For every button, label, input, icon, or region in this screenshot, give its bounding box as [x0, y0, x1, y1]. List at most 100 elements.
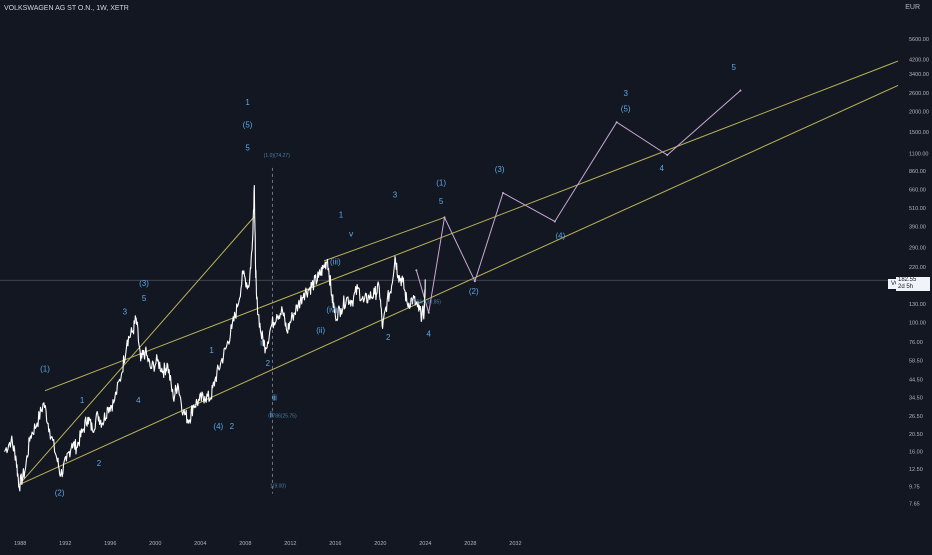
- wave-label: 5: [245, 144, 250, 153]
- projection-point: [427, 311, 430, 314]
- channel-line: [18, 84, 899, 486]
- projection-point: [473, 280, 476, 283]
- wave-label: 5: [439, 197, 444, 206]
- wave-label: (1): [40, 364, 50, 373]
- x-tick-label: 1996: [104, 541, 116, 547]
- last-price-badge: 182.55 2d 5h: [896, 277, 930, 291]
- wave-label: 2: [97, 459, 102, 468]
- y-tick-label: 34.50: [909, 395, 923, 401]
- wave-label: (5): [621, 105, 631, 114]
- bar-countdown: 2d 5h: [898, 284, 914, 290]
- y-tick-label: 660.00: [909, 188, 926, 194]
- x-tick-label: 2000: [149, 541, 161, 547]
- wave-label: 4: [659, 164, 664, 173]
- y-tick-label: 16.00: [909, 450, 923, 456]
- y-tick-label: 7.65: [909, 502, 920, 508]
- y-tick-label: 130.00: [909, 302, 926, 308]
- grid: [0, 167, 898, 494]
- wave-label: 1: [245, 98, 250, 107]
- wave-label: 4: [427, 330, 432, 339]
- wave-label: 5: [142, 294, 147, 303]
- y-tick-label: 20.50: [909, 432, 923, 438]
- wave-label: (ii): [316, 326, 325, 335]
- projection-point: [615, 121, 618, 124]
- wave-label: (1.0)(74.27): [264, 153, 290, 159]
- projection-path: [415, 90, 741, 313]
- wave-label: 2: [266, 359, 271, 368]
- y-tick-label: 9.75: [909, 484, 920, 490]
- wave-label: 1: [80, 396, 85, 405]
- x-tick-label: 2032: [509, 541, 521, 547]
- x-axis: 1988 1992 1996 2000 2004 2008 2012 2016 2020 2024…: [14, 541, 521, 547]
- wave-label: (2): [55, 488, 65, 497]
- y-tick-label: 76.00: [909, 340, 923, 346]
- wave-label: 5: [731, 63, 736, 72]
- y-tick-label: 220.00: [909, 265, 926, 271]
- wave-label: 3: [393, 191, 398, 200]
- wave-label: (4): [213, 422, 223, 431]
- x-tick-label: 2028: [464, 541, 476, 547]
- y-tick-label: 4200.00: [909, 57, 929, 63]
- y-tick-label: 3400.00: [909, 72, 929, 78]
- projection-point: [739, 89, 742, 92]
- channel-line: [323, 216, 445, 262]
- wave-label: (3): [139, 279, 149, 288]
- wave-label: 2: [386, 333, 391, 342]
- x-tick-label: 2016: [329, 541, 341, 547]
- y-tick-label: 1500.00: [909, 130, 929, 136]
- currency-label: EUR: [905, 4, 920, 11]
- wave-label: 1: [209, 346, 214, 355]
- y-tick-label: 2000.00: [909, 110, 929, 116]
- x-tick-label: 2012: [284, 541, 296, 547]
- y-tick-label: 12.50: [909, 467, 923, 473]
- channel-line: [18, 216, 255, 485]
- x-tick-label: 2020: [374, 541, 386, 547]
- y-tick-label: 100.00: [909, 321, 926, 327]
- wave-annotations: (1) (2) 1 2 3 4 (3) 5 1 (4) 2 ⅰ ⅱ ⅲ 1 (5) 5 (1.0)(74.27) 2…: [40, 63, 736, 497]
- y-tick-label: 44.50: [909, 378, 923, 384]
- y-tick-label: 510.00: [909, 206, 926, 212]
- wave-label: (1): [436, 179, 446, 188]
- wave-label: 3: [623, 89, 628, 98]
- wave-label: 4: [136, 396, 141, 405]
- wave-label: (4): [556, 231, 566, 240]
- projection-point: [502, 191, 505, 194]
- wave-label: (3): [495, 165, 505, 174]
- projection-point: [666, 153, 669, 156]
- wave-label: (iii): [330, 258, 341, 267]
- wave-label: (2): [469, 287, 479, 296]
- y-tick-label: 2600.00: [909, 91, 929, 97]
- y-tick-label: 1100.00: [909, 152, 928, 158]
- x-tick-label: 2024: [419, 541, 431, 547]
- price-line: [4, 184, 426, 492]
- projection-point: [415, 269, 418, 272]
- y-tick-label: 860.00: [909, 169, 926, 175]
- wave-label: ⅲ: [272, 394, 277, 403]
- projection-point: [553, 220, 556, 223]
- y-tick-label: 26.50: [909, 414, 923, 420]
- y-tick-label: 58.50: [909, 358, 923, 364]
- wave-label: 1: [339, 210, 344, 219]
- x-tick-label: 1992: [59, 541, 71, 547]
- x-tick-label: 2004: [194, 541, 206, 547]
- wave-label: ⅴ: [349, 229, 354, 238]
- chart-title: VOLKSWAGEN AG ST O.N., 1W, XETR: [4, 5, 129, 12]
- y-tick-label: 290.00: [909, 246, 926, 252]
- wave-label: 0.786(130.85): [410, 300, 441, 306]
- y-tick-label: 5600.00: [909, 37, 929, 43]
- last-price-value: 182.55: [898, 277, 917, 283]
- x-tick-label: 2008: [239, 541, 251, 547]
- wave-label: (5): [243, 120, 253, 129]
- wave-label: ⅰ: [260, 339, 262, 348]
- wave-projection: [415, 89, 742, 314]
- projection-point: [443, 216, 446, 219]
- channel-line: [44, 60, 899, 392]
- wave-label: ⅱ: [269, 410, 273, 419]
- wave-label: 0.786(25.75): [268, 413, 297, 419]
- y-axis: 5600.00 4200.00 3400.00 2600.00 2000.00 1500.…: [909, 37, 929, 507]
- y-tick-label: 390.00: [909, 225, 926, 231]
- wave-label: 1(9.00): [270, 484, 286, 490]
- x-tick-label: 1988: [14, 541, 26, 547]
